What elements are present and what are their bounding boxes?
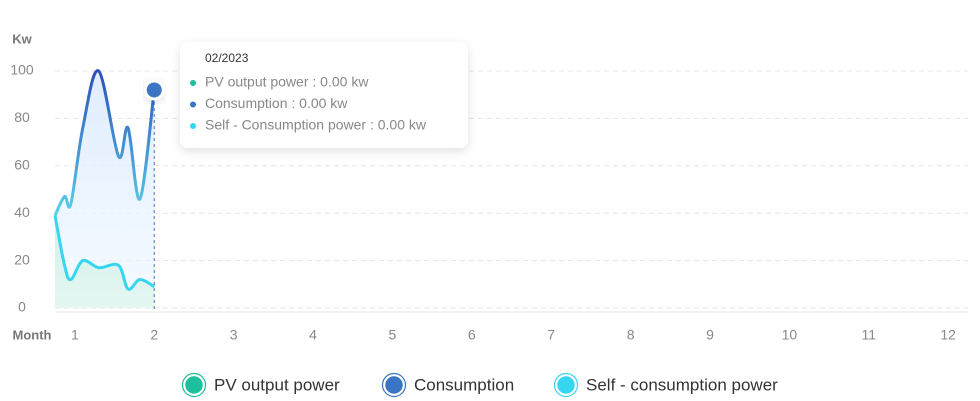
y-tick-label: 20 bbox=[14, 251, 30, 267]
legend-ring bbox=[181, 372, 207, 398]
x-tick-label: 5 bbox=[389, 327, 397, 343]
tooltip-line: Self - Consumption power : 0.00 kw bbox=[205, 117, 427, 133]
legend-marker bbox=[182, 373, 206, 397]
hover-dot bbox=[143, 79, 165, 101]
x-tick-label: 11 bbox=[861, 327, 876, 343]
x-tick-label: 8 bbox=[627, 327, 635, 343]
line bbox=[53, 215, 155, 291]
x-tick-label: 2 bbox=[150, 327, 158, 343]
tooltip: 02/2023 PV output power : 0.00 kw Consump… bbox=[180, 42, 468, 148]
x-tick-label: 4 bbox=[309, 327, 317, 343]
y-tick-label: 40 bbox=[14, 204, 30, 220]
x-tick-label: 3 bbox=[230, 327, 238, 343]
x-axis-label: Month bbox=[13, 327, 52, 342]
x-tick-label: 6 bbox=[468, 327, 476, 343]
x-tick-label: 10 bbox=[782, 327, 798, 343]
y-tick-label: 0 bbox=[18, 299, 26, 315]
y-axis-label: Kw bbox=[12, 31, 32, 46]
x-tick-label: 9 bbox=[706, 327, 714, 343]
x-tick-label: 12 bbox=[940, 327, 956, 343]
x-tick-label: 1 bbox=[71, 327, 79, 343]
y-tick-label: 80 bbox=[14, 109, 30, 125]
tooltip-dot bbox=[189, 100, 197, 109]
area bbox=[55, 215, 155, 308]
tooltip-dot bbox=[189, 122, 197, 130]
tooltip-dot bbox=[189, 79, 197, 87]
legend-ring bbox=[381, 372, 407, 398]
tooltip-line: Consumption : 0.00 kw bbox=[205, 95, 348, 111]
legend-marker bbox=[554, 373, 578, 397]
legend-label: PV output power bbox=[214, 375, 340, 394]
line bbox=[53, 69, 156, 217]
legend-ring bbox=[553, 372, 579, 398]
tooltip-title: 02/2023 bbox=[205, 51, 249, 65]
legend-label: Consumption bbox=[414, 375, 514, 394]
x-tick-label: 7 bbox=[547, 327, 555, 343]
legend-marker bbox=[382, 373, 406, 397]
area bbox=[55, 70, 155, 308]
tooltip-line: PV output power : 0.00 kw bbox=[205, 74, 369, 90]
y-tick-label: 100 bbox=[10, 62, 34, 78]
y-tick-label: 60 bbox=[14, 157, 30, 173]
legend-label: Self - consumption power bbox=[586, 375, 778, 394]
tooltip-box bbox=[180, 42, 468, 148]
